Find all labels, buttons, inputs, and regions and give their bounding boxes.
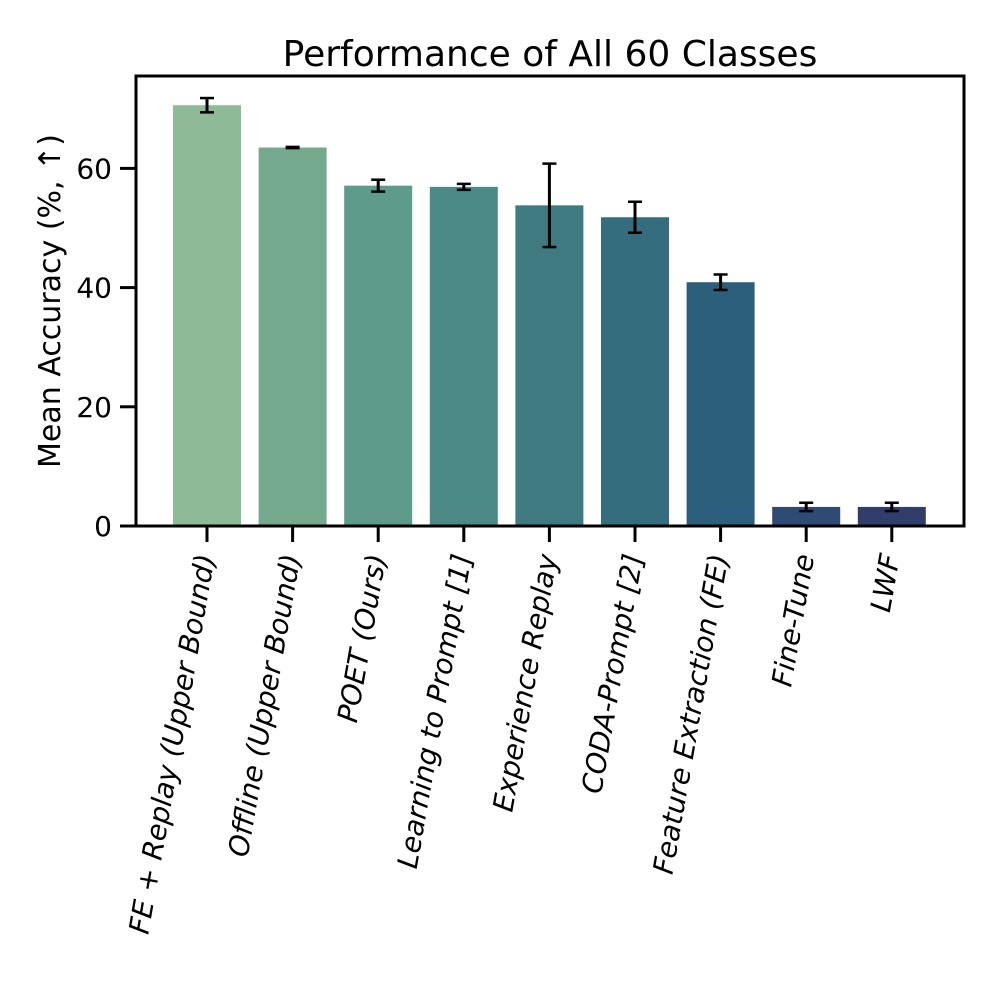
x-tick-label: Fine-Tune bbox=[765, 551, 821, 689]
y-tick-label: 60 bbox=[76, 152, 112, 185]
bar bbox=[772, 506, 841, 526]
x-tick-label: POET (Ours) bbox=[331, 551, 393, 725]
y-tick-label: 0 bbox=[94, 510, 112, 543]
x-tick-label: Learning to Prompt [1] bbox=[391, 551, 479, 870]
bar bbox=[429, 186, 498, 526]
chart-title: Performance of All 60 Classes bbox=[283, 34, 818, 75]
bars-layer bbox=[173, 105, 926, 527]
x-tick-label: LWF bbox=[864, 551, 907, 615]
y-axis-label: Mean Accuracy (%, ↑) bbox=[33, 134, 68, 468]
plot-frame bbox=[134, 74, 966, 528]
bar bbox=[173, 105, 241, 527]
error-bars-layer bbox=[200, 96, 899, 513]
bar bbox=[601, 217, 669, 526]
y-tick-label: 40 bbox=[76, 272, 112, 305]
bar bbox=[344, 185, 413, 526]
x-tick-label: Offline (Upper Bound) bbox=[222, 551, 308, 859]
y-tick-label: 20 bbox=[76, 391, 112, 424]
bar bbox=[686, 282, 755, 526]
bar bbox=[258, 147, 327, 526]
bar bbox=[515, 205, 584, 526]
bar bbox=[857, 506, 926, 526]
x-tick-label: CODA-Prompt [2] bbox=[575, 551, 650, 796]
x-axis: FE + Replay (Upper Bound) Offline (Upper … bbox=[123, 526, 907, 936]
x-tick-label: Feature Extraction (FE) bbox=[647, 551, 736, 876]
y-axis: 0 20 40 60 bbox=[76, 152, 136, 543]
x-tick-label: FE + Replay (Upper Bound) bbox=[123, 551, 222, 936]
x-tick-label: Experience Replay bbox=[486, 551, 564, 814]
